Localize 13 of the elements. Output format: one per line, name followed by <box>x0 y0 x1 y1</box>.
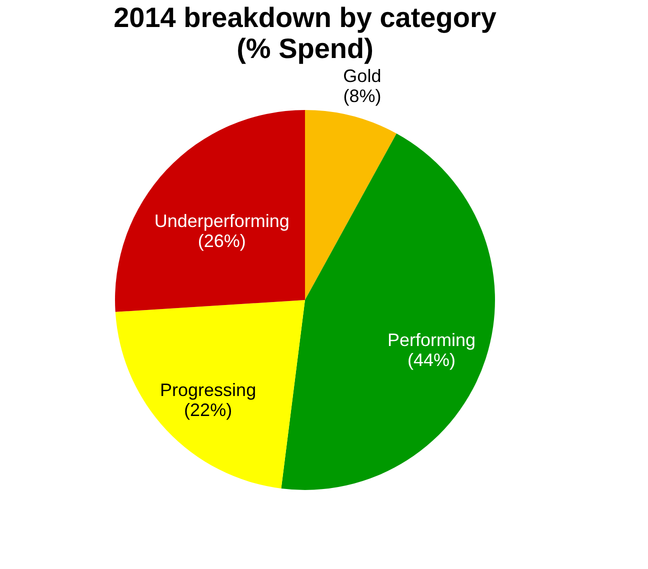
slice-label: Performing <box>387 330 476 350</box>
data-label: (44%) <box>407 350 456 370</box>
slice-label: Gold <box>343 66 382 86</box>
data-label: (8%) <box>343 86 382 106</box>
pie-slice <box>305 110 397 300</box>
pie-slice <box>115 110 305 312</box>
data-label: (22%) <box>184 400 232 420</box>
chart-title: 2014 breakdown by category <box>114 2 497 34</box>
data-label: (26%) <box>198 230 246 251</box>
slice-label: Progressing <box>160 380 256 400</box>
chart-subtitle: (% Spend) <box>236 33 374 64</box>
pie-slice <box>115 300 305 488</box>
slice-label: Underperforming <box>154 210 290 231</box>
